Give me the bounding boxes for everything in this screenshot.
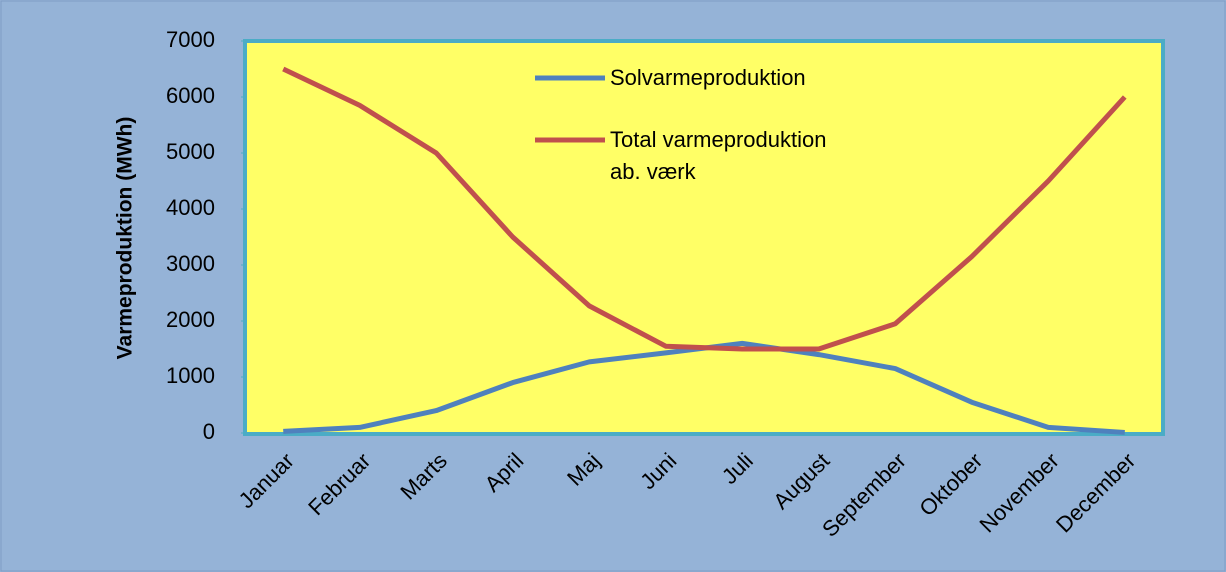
x-tick-label: Marts xyxy=(395,448,452,505)
y-tick-label: 2000 xyxy=(166,307,215,332)
y-tick-label: 5000 xyxy=(166,139,215,164)
x-tick-label: Februar xyxy=(303,448,375,520)
y-tick-label: 1000 xyxy=(166,363,215,388)
x-tick-label: Oktober xyxy=(914,448,987,521)
x-tick-label: December xyxy=(1051,448,1140,537)
y-tick-label: 7000 xyxy=(166,27,215,52)
plot-area xyxy=(243,39,1165,436)
y-tick-label: 3000 xyxy=(166,251,215,276)
legend-label: Total varmeproduktion ab. værk xyxy=(610,127,827,184)
x-tick-label: April xyxy=(480,448,529,497)
y-tick-label: 4000 xyxy=(166,195,215,220)
x-tick-label: August xyxy=(768,448,834,514)
y-axis-label: Varmeproduktion (MWh) xyxy=(114,117,137,360)
x-tick-label: Juni xyxy=(635,448,681,494)
x-tick-label: September xyxy=(817,448,911,542)
x-tick-label: Juli xyxy=(717,448,758,489)
series-line xyxy=(282,66,1127,352)
legend-label: Solvarmeproduktion xyxy=(610,65,806,90)
x-tick-label: Maj xyxy=(562,448,605,491)
y-tick-label: 0 xyxy=(203,419,215,444)
y-tick-label: 6000 xyxy=(166,83,215,108)
x-tick-label: November xyxy=(974,448,1063,537)
x-tick-label: Januar xyxy=(234,448,299,513)
